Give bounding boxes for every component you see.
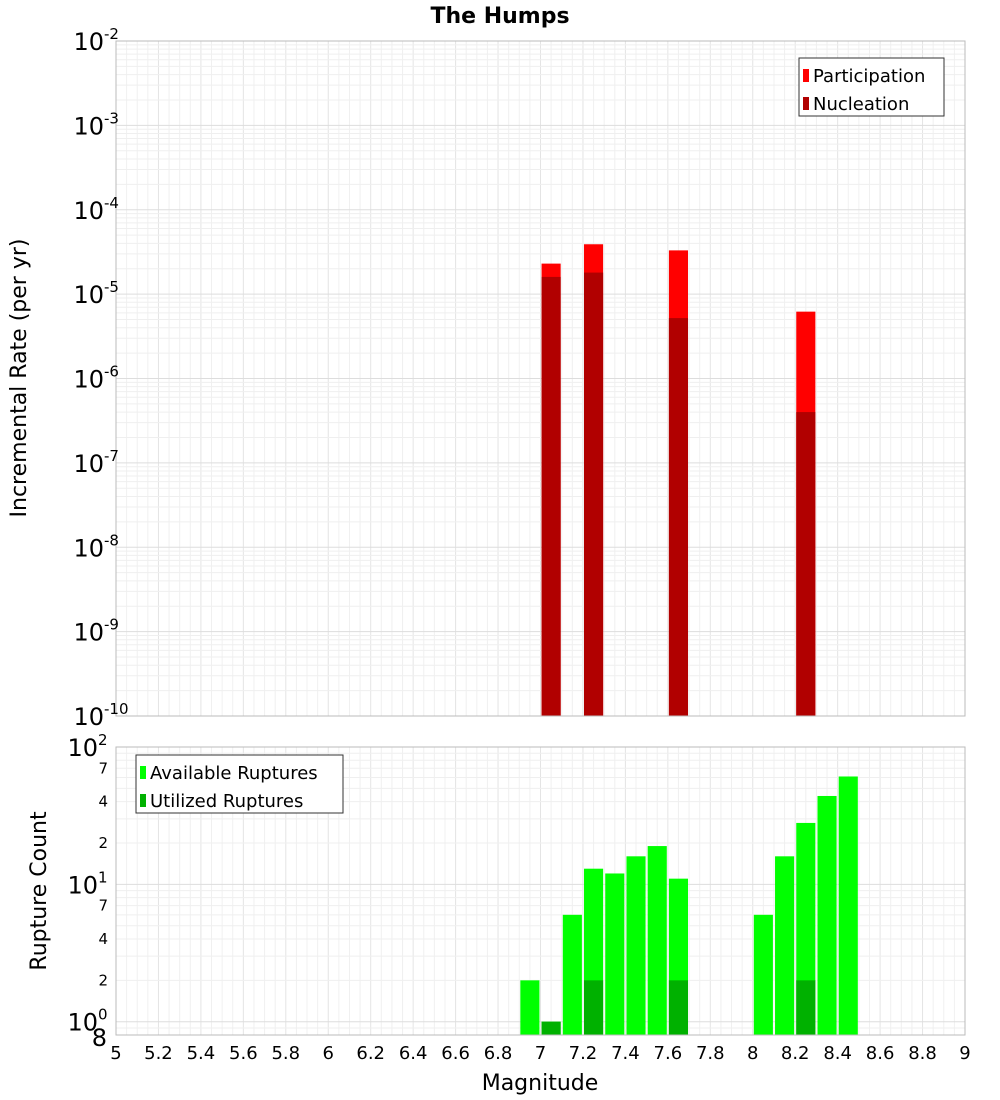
nucleation-bar [541,276,561,716]
bottom-y-tick-label: 10 [67,1009,98,1037]
top-y-tick-exponent: -9 [104,616,119,634]
x-tick-label: 5.4 [187,1043,216,1064]
bottom-legend-label: Available Ruptures [150,763,318,784]
bottom-y-axis-title: Rupture Count [27,811,52,971]
top-plot-border [115,40,966,717]
bottom-y-minor-tick-label: 2 [98,971,108,989]
bottom-y-tick-exponent: 1 [98,868,108,886]
top-y-tick-label: 10 [73,112,104,140]
x-tick-label: 7.2 [569,1043,598,1064]
available-ruptures-bar [520,980,540,1035]
x-tick-label: 8.4 [823,1043,852,1064]
bottom-y-tick-exponent: 0 [98,1006,108,1024]
top-y-tick-exponent: -10 [104,700,129,718]
x-tick-label: 9 [959,1043,970,1064]
x-tick-label: 6.6 [441,1043,470,1064]
top-y-tick-label: 10 [73,28,104,56]
available-ruptures-bar [626,856,646,1035]
x-tick-label: 6 [323,1043,334,1064]
x-tick-label: 5 [110,1043,121,1064]
top-y-tick-exponent: -4 [104,194,119,212]
x-tick-label: 8.8 [908,1043,937,1064]
top-y-tick-exponent: -5 [104,278,119,296]
top-y-tick-label: 10 [73,534,104,562]
utilized-ruptures-bar [668,980,689,1035]
x-axis-title: Magnitude [482,1071,599,1096]
available-ruptures-bar [817,795,837,1035]
bottom-y-tick-label: 10 [67,734,98,762]
x-tick-label: 5.2 [144,1043,173,1064]
utilized-ruptures-bar [796,980,816,1035]
bottom-legend-box [135,754,344,814]
bottom-y-minor-tick-label: 4 [98,793,108,811]
x-tick-label: 8.2 [781,1043,810,1064]
nucleation-bar [584,272,604,716]
available-ruptures-bar [562,914,582,1035]
top-legend-box [798,57,945,117]
utilized-ruptures-bar [584,980,604,1035]
top-y-tick-exponent: -2 [104,25,119,43]
bottom-y-minor-tick-label: 2 [98,834,108,852]
bottom-y-minor-tick-label: 7 [98,759,108,777]
top-legend-label: Nucleation [813,94,909,115]
x-tick-label: 6.2 [356,1043,385,1064]
x-tick-label: 7.8 [696,1043,725,1064]
bottom-legend-swatch [140,794,146,807]
top-y-tick-label: 10 [73,281,104,309]
x-tick-label: 6.8 [484,1043,513,1064]
top-y-tick-exponent: -8 [104,531,119,549]
x-tick-label: 8 [747,1043,758,1064]
chart-title: The Humps [430,4,569,29]
available-ruptures-bar [753,914,773,1035]
top-y-tick-label: 10 [73,197,104,225]
x-tick-label: 5.6 [229,1043,258,1064]
x-tick-label: 6.4 [399,1043,428,1064]
bottom-legend-label: Utilized Ruptures [150,791,303,812]
top-y-tick-exponent: -6 [104,363,119,381]
top-legend-label: Participation [813,66,925,87]
top-y-tick-label: 10 [73,619,104,647]
nucleation-bar [668,318,689,716]
top-y-tick-label: 10 [73,450,104,478]
available-ruptures-bar [838,776,858,1035]
nucleation-bar [796,412,816,716]
bottom-y-minor-tick-label: 4 [98,930,108,948]
bottom-legend-swatch [140,766,146,779]
bottom-y-minor-tick-label: 8 [92,1024,107,1052]
top-legend-swatch [803,97,809,110]
top-y-axis-title: Incremental Rate (per yr) [7,239,32,518]
x-tick-label: 8.6 [866,1043,895,1064]
top-y-tick-exponent: -3 [104,109,119,127]
bottom-y-minor-tick-label: 7 [98,897,108,915]
available-ruptures-bar [775,856,795,1035]
available-ruptures-bar [605,873,625,1035]
bottom-plot-border [115,746,966,1036]
bottom-y-tick-exponent: 2 [98,731,108,749]
x-tick-label: 7.6 [654,1043,683,1064]
top-y-tick-label: 10 [73,703,104,731]
top-y-tick-exponent: -7 [104,447,119,465]
available-ruptures-bar [647,846,667,1035]
x-tick-label: 7 [535,1043,546,1064]
top-y-tick-label: 10 [73,366,104,394]
bottom-y-tick-label: 10 [67,871,98,899]
utilized-ruptures-bar [541,1021,561,1035]
x-tick-label: 7.4 [611,1043,640,1064]
x-tick-label: 5.8 [271,1043,300,1064]
top-legend-swatch [803,69,809,82]
